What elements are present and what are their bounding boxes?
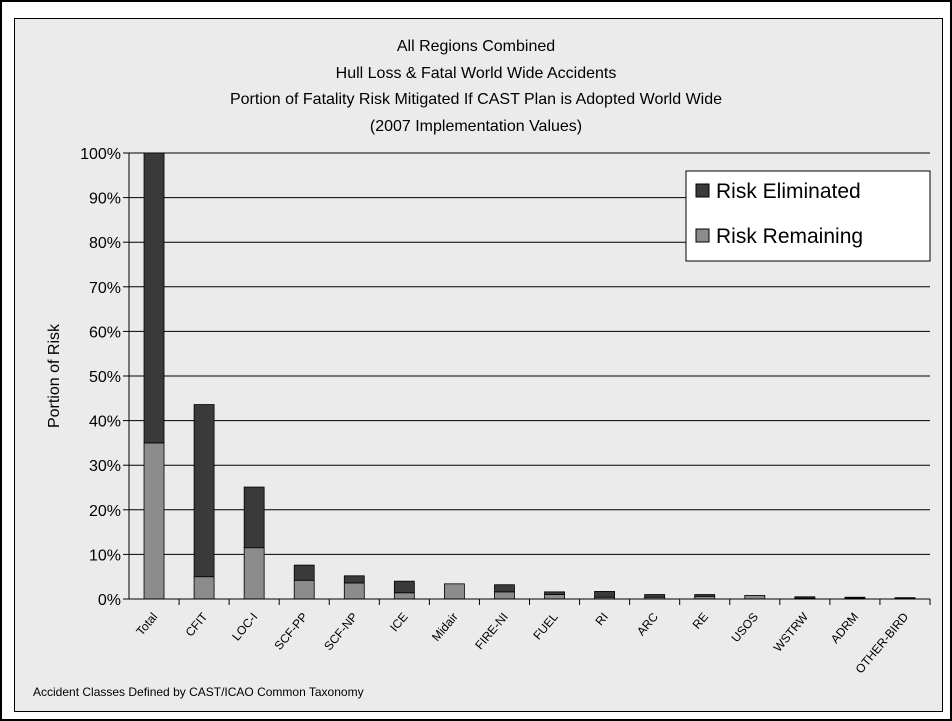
title-line-2: Hull Loss & Fatal World Wide Accidents	[336, 65, 617, 82]
x-category-label-other-bird: OTHER-BIRD	[853, 610, 912, 676]
y-tick-label-8: 80%	[89, 235, 121, 252]
x-category-label-arc: ARC	[634, 610, 661, 639]
bar-scf-np-risk-remaining	[343, 582, 365, 600]
bar-fire-ni-risk-eliminated	[494, 584, 515, 593]
legend-label-risk-eliminated: Risk Eliminated	[716, 180, 861, 203]
legend-label-risk-remaining: Risk Remaining	[716, 225, 863, 248]
bar-total-risk-eliminated	[143, 152, 165, 444]
x-category-label-total: Total	[133, 610, 160, 638]
bar-total-risk-remaining	[143, 442, 165, 600]
y-axis-label: Portion of Risk	[46, 323, 63, 428]
x-category-label-ri: RI	[592, 610, 610, 628]
bar-scf-np-risk-eliminated	[343, 575, 365, 584]
x-category-label-usos: USOS	[728, 610, 761, 645]
y-tick-label-9: 90%	[89, 191, 121, 208]
bar-scf-pp-risk-remaining	[293, 579, 315, 600]
title-line-3: Portion of Fatality Risk Mitigated If CA…	[230, 91, 722, 108]
bar-ice-risk-remaining	[393, 592, 415, 600]
footnote: Accident Classes Defined by CAST/ICAO Co…	[33, 685, 364, 699]
x-category-label-midair: Midair	[429, 610, 461, 644]
x-category-label-re: RE	[690, 610, 711, 632]
x-category-label-loc-i: LOC-I	[229, 610, 260, 644]
bar-loc-i-risk-eliminated	[243, 486, 265, 549]
bars	[143, 152, 916, 600]
y-tick-label-7: 70%	[89, 280, 121, 297]
bar-cfit-risk-remaining	[193, 576, 215, 600]
x-category-label-wstrw: WSTRW	[771, 609, 812, 654]
chart-title-group: All Regions Combined Hull Loss & Fatal W…	[230, 38, 722, 135]
bar-re-risk-eliminated	[694, 594, 716, 597]
y-tick-label-3: 30%	[89, 458, 121, 475]
bar-fire-ni-risk-remaining	[494, 591, 515, 600]
bar-fuel-risk-remaining	[544, 594, 565, 600]
x-category-label-cfit: CFIT	[183, 609, 211, 639]
bar-wstrw-risk-eliminated	[794, 596, 816, 599]
x-category-label-fuel: FUEL	[530, 610, 561, 643]
x-category-label-adrm: ADRM	[828, 610, 861, 646]
y-tick-label-0: 0%	[98, 592, 121, 609]
title-line-4: (2007 Implementation Values)	[370, 118, 582, 135]
bar-other-bird-risk-eliminated	[894, 597, 916, 599]
bar-fuel-risk-eliminated	[544, 591, 565, 595]
x-category-label-ice: ICE	[387, 610, 411, 634]
legend-swatch-risk-eliminated	[695, 183, 710, 198]
y-tick-labels: 0% 10% 20% 30% 40% 50% 60% 70% 80% 90% 100%	[80, 146, 121, 609]
bar-adrm-risk-eliminated	[844, 596, 866, 599]
bar-midair-risk-remaining	[444, 583, 465, 600]
y-tick-label-5: 50%	[89, 369, 121, 386]
y-tick-label-6: 60%	[89, 324, 121, 341]
title-line-1: All Regions Combined	[397, 38, 555, 55]
axes	[128, 153, 930, 600]
y-tick-label-2: 20%	[89, 503, 121, 520]
y-tick-label-10: 100%	[80, 146, 121, 163]
bar-scf-pp-risk-eliminated	[293, 564, 315, 581]
chart-area-background	[14, 18, 943, 712]
x-category-label-fire-ni: FIRE-NI	[472, 610, 511, 652]
legend-box	[685, 170, 931, 262]
legend: Risk Eliminated Risk Remaining	[685, 170, 931, 262]
x-category-labels: Total CFIT LOC-I SCF-PP SCF-NP ICE Midair FIRE-…	[133, 609, 911, 676]
x-category-label-scf-np: SCF-NP	[321, 610, 360, 653]
bar-usos-risk-remaining	[744, 595, 766, 600]
y-tick-label-4: 40%	[89, 414, 121, 431]
bar-arc-risk-eliminated	[644, 594, 666, 598]
x-category-label-scf-pp: SCF-PP	[271, 610, 310, 653]
bar-cfit-risk-eliminated	[193, 404, 215, 578]
bar-ice-risk-eliminated	[393, 580, 415, 594]
y-tick-label-1: 10%	[89, 547, 121, 564]
bar-loc-i-risk-remaining	[243, 547, 265, 600]
legend-swatch-risk-remaining	[695, 228, 710, 243]
bar-ri-risk-eliminated	[594, 591, 615, 598]
